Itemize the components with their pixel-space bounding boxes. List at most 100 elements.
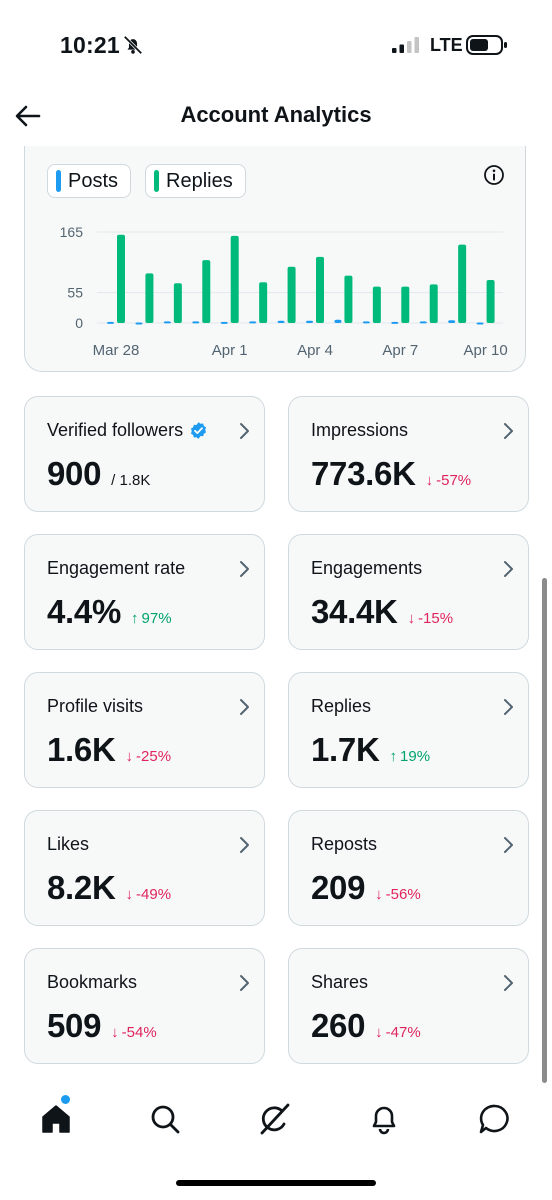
stat-change: ↑ 19% xyxy=(390,748,431,765)
posts-bar xyxy=(306,320,313,323)
home-icon[interactable] xyxy=(39,1102,73,1136)
replies-bar xyxy=(259,282,268,323)
stat-value-row: 209 ↓ -56% xyxy=(311,869,421,907)
stat-label-text: Replies xyxy=(311,696,372,716)
posts-bar xyxy=(163,321,171,324)
chevron-right-icon xyxy=(240,423,249,439)
notifications-icon[interactable] xyxy=(367,1102,401,1136)
stat-value-row: 509 ↓ -54% xyxy=(47,1007,157,1045)
posts-bar xyxy=(362,321,370,324)
stat-change: ↓ -54% xyxy=(111,1024,157,1041)
replies-bar xyxy=(344,275,353,323)
chevron-right-icon xyxy=(504,837,513,853)
replies-bar xyxy=(145,273,154,323)
chevron-right-icon xyxy=(240,837,249,853)
legend-posts[interactable]: Posts xyxy=(47,164,132,198)
stat-label: Impressions xyxy=(311,420,408,441)
chevron-right-icon xyxy=(240,975,249,991)
stat-card-replies[interactable]: Replies 1.7K ↑ 19% xyxy=(288,672,529,788)
stat-change-value: 97% xyxy=(141,610,172,627)
stat-change-value: -49% xyxy=(136,886,172,903)
stat-value-row: 260 ↓ -47% xyxy=(311,1007,421,1045)
stat-change-value: -57% xyxy=(436,472,472,489)
stat-change: ↓ -56% xyxy=(375,886,421,903)
posts-bar xyxy=(220,321,228,324)
posts-bar xyxy=(249,321,257,324)
search-icon[interactable] xyxy=(148,1102,182,1136)
chevron-right-icon xyxy=(504,423,513,439)
posts-bar xyxy=(192,321,200,324)
stat-change: ↓ -57% xyxy=(426,472,472,489)
replies-bar xyxy=(202,260,211,323)
page-title: Account Analytics xyxy=(180,102,372,127)
stat-card-reposts[interactable]: Reposts 209 ↓ -56% xyxy=(288,810,529,926)
info-icon[interactable] xyxy=(483,164,505,186)
arrow-down-icon: ↓ xyxy=(375,1024,383,1041)
stat-card-impressions[interactable]: Impressions 773.6K ↓ -57% xyxy=(288,396,529,512)
x-tick-label: Mar 28 xyxy=(93,342,140,359)
chart-card: Posts Replies 165 55 0 Mar 28 Apr 1 Apr 4 Apr … xyxy=(24,146,526,372)
stat-change-value: -25% xyxy=(136,748,172,765)
stat-value: 773.6K xyxy=(311,455,416,492)
stat-value: 4.4% xyxy=(47,593,122,630)
stat-card-verified-followers[interactable]: Verified followers 900 / 1.8K xyxy=(24,396,265,512)
arrow-down-icon: ↓ xyxy=(425,472,434,489)
stat-change-value: -15% xyxy=(418,610,454,627)
stat-label: Engagements xyxy=(311,558,422,579)
replies-bar xyxy=(230,235,239,323)
stat-card-profile-visits[interactable]: Profile visits 1.6K ↓ -25% xyxy=(24,672,265,788)
legend-replies[interactable]: Replies xyxy=(145,164,246,198)
stat-label: Verified followers xyxy=(47,420,208,441)
posts-bar xyxy=(277,320,285,323)
replies-bar xyxy=(287,266,296,323)
chevron-right-icon xyxy=(504,975,513,991)
stat-change: ↓ -15% xyxy=(408,610,454,627)
stat-card-bookmarks[interactable]: Bookmarks 509 ↓ -54% xyxy=(24,948,265,1064)
network-label: LTE xyxy=(430,35,463,55)
stat-label-text: Shares xyxy=(311,972,369,992)
stat-card-shares[interactable]: Shares 260 ↓ -47% xyxy=(288,948,529,1064)
stat-card-engagements[interactable]: Engagements 34.4K ↓ -15% xyxy=(288,534,529,650)
stat-label: Likes xyxy=(47,834,89,855)
stat-card-engagement-rate[interactable]: Engagement rate 4.4% ↑ 97% xyxy=(24,534,265,650)
replies-bar xyxy=(401,286,410,323)
stat-change: ↓ -25% xyxy=(126,748,172,765)
arrow-down-icon: ↓ xyxy=(111,1024,119,1041)
x-tick-label: Apr 10 xyxy=(463,342,507,359)
arrow-down-icon: ↓ xyxy=(407,610,416,627)
stat-value-row: 773.6K ↓ -57% xyxy=(311,455,471,493)
stat-value: 1.7K xyxy=(311,731,380,768)
stat-value: 900 xyxy=(47,455,102,492)
status-bar: 10:21 LTE xyxy=(0,0,552,90)
stat-value: 509 xyxy=(47,1007,102,1044)
status-time: 10:21 xyxy=(60,32,120,58)
posts-swatch xyxy=(56,170,61,192)
back-arrow-icon[interactable] xyxy=(14,102,42,130)
scrollbar[interactable] xyxy=(542,578,547,1083)
stat-value-row: 900 / 1.8K xyxy=(47,455,150,493)
stat-total: / 1.8K xyxy=(111,472,151,489)
stat-card-likes[interactable]: Likes 8.2K ↓ -49% xyxy=(24,810,265,926)
stat-value-row: 8.2K ↓ -49% xyxy=(47,869,171,907)
grok-icon[interactable] xyxy=(258,1102,292,1136)
stat-label-text: Bookmarks xyxy=(47,972,138,992)
arrow-up-icon: ↑ xyxy=(131,610,139,627)
stat-change-value: 19% xyxy=(400,748,431,765)
stat-change: ↓ -47% xyxy=(375,1024,421,1041)
bottom-nav xyxy=(0,1088,552,1150)
signal-icon xyxy=(392,37,419,53)
stat-value: 260 xyxy=(311,1007,366,1044)
notification-dot xyxy=(61,1095,70,1104)
arrow-up-icon: ↑ xyxy=(389,748,398,765)
replies-bar xyxy=(316,256,324,323)
arrow-down-icon: ↓ xyxy=(125,886,134,903)
replies-bar xyxy=(429,284,438,323)
x-tick-label: Apr 7 xyxy=(382,342,418,359)
y-tick-label: 0 xyxy=(75,315,83,331)
replies-bar xyxy=(486,279,495,323)
stat-label: Replies xyxy=(311,696,371,717)
bell-off-icon xyxy=(123,35,143,55)
messages-icon[interactable] xyxy=(478,1102,512,1136)
stat-label: Profile visits xyxy=(47,696,143,717)
replies-bar xyxy=(458,244,467,323)
